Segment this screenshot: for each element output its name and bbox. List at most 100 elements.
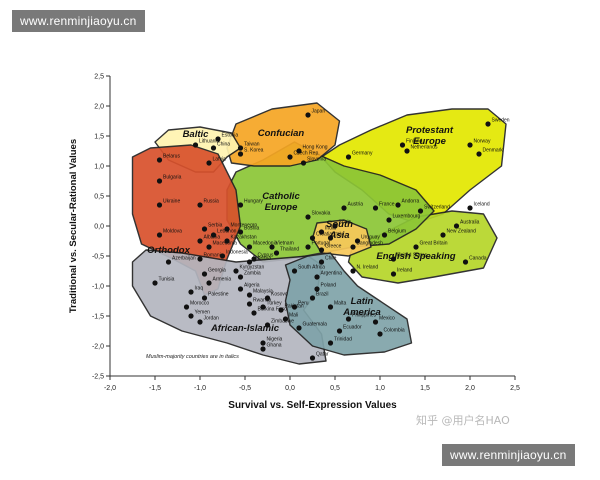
point-label: Georgia <box>208 268 226 274</box>
point-label: Macedonia <box>253 241 278 247</box>
y-tick-label: -0,5 <box>92 254 104 261</box>
point-bulgaria <box>156 178 163 184</box>
point-ireland <box>390 271 397 277</box>
point-croatia <box>309 235 316 241</box>
point-label: Montenegro <box>231 223 258 229</box>
point-brazil <box>309 295 316 301</box>
x-tick-label: 0,5 <box>330 385 340 392</box>
point-label: Poland <box>321 283 337 289</box>
point-bangladesh <box>350 244 356 250</box>
point-label: Rwanda <box>253 298 272 304</box>
point-label: Slovenia <box>307 157 326 163</box>
point-moldova <box>156 232 163 238</box>
point-qatar <box>309 355 316 361</box>
point-ghana <box>260 346 266 352</box>
point-label: New Zealand <box>447 229 477 235</box>
point-guatemala <box>296 325 302 331</box>
point-label: Finland <box>406 139 423 145</box>
point-label: Taiwan <box>244 142 260 148</box>
point-label: Palestine <box>208 292 229 298</box>
point-argentina <box>314 274 320 280</box>
point-label: Trinidad <box>334 337 352 343</box>
x-tick-label: 0,0 <box>285 385 295 392</box>
point-iraq <box>188 289 194 295</box>
region-label: English Speaking <box>376 251 455 262</box>
point-nigeria <box>260 340 266 346</box>
y-tick-label: 1,5 <box>94 134 104 141</box>
point-label: Denmark <box>483 148 504 154</box>
point-russia <box>197 202 203 208</box>
point-china <box>210 145 217 151</box>
region-label: Asia <box>328 230 349 241</box>
point-label: Austria <box>348 202 364 208</box>
x-tick-label: 2,5 <box>510 385 520 392</box>
point-label: Albania <box>204 235 221 241</box>
point-kyrgyzstan <box>233 268 239 274</box>
region-label: America <box>342 307 381 318</box>
point-label: France <box>379 202 395 208</box>
point-cyprus <box>251 256 257 262</box>
point-lebanon <box>210 232 217 238</box>
x-tick-label: 1,0 <box>375 385 385 392</box>
point-label: Serbia <box>208 223 223 229</box>
point-spain <box>332 223 338 229</box>
point-japan <box>305 112 311 118</box>
point-taiwan <box>237 145 244 151</box>
point-france <box>372 205 379 211</box>
point-label: Japan <box>312 109 326 115</box>
x-tick-label: 2,0 <box>465 385 475 392</box>
point-label: Switzerland <box>424 205 450 211</box>
point-slovakia <box>305 214 311 220</box>
point-macedonia <box>246 244 253 250</box>
x-tick-label: 1,5 <box>420 385 430 392</box>
points-layer: Japan Sweden Norway Denmark FinlandNetherlan… <box>152 109 510 361</box>
point-label: Vietnam <box>276 241 294 247</box>
point-label: Yemen <box>195 310 211 316</box>
point-label: Macedonia <box>213 241 238 247</box>
watermark-top: www.renminjiaoyu.cn <box>12 10 145 32</box>
point-n-ireland <box>350 268 356 274</box>
x-axis-title: Survival vs. Self-Expression Values <box>228 400 397 411</box>
point-philippines <box>345 316 352 322</box>
point-norway <box>467 142 473 148</box>
point-label: Jordan <box>204 316 220 322</box>
point-denmark <box>476 151 482 157</box>
point-label: Luxembourg <box>393 214 421 220</box>
point-label: Iceland <box>474 202 490 208</box>
point-label: Zimbabwe <box>271 319 294 325</box>
point-label: Belarus <box>163 154 180 160</box>
point-iceland <box>467 205 473 211</box>
point-label: Kosovo <box>271 292 288 298</box>
point-label: S. Korea <box>244 148 264 154</box>
point-label: Ukraine <box>163 199 180 205</box>
point-label: Brazil <box>316 292 329 298</box>
point-s-korea <box>237 151 244 157</box>
region-label: Catholic <box>262 191 300 202</box>
point-label: Norway <box>474 139 491 145</box>
point-label: South Africa <box>298 265 325 271</box>
point-label: Ghana <box>267 343 282 349</box>
region-south-asia <box>311 219 372 257</box>
region-label: South <box>326 219 353 230</box>
point-label: Great Britain <box>420 241 448 247</box>
point-label: Iraq <box>195 286 204 292</box>
point-label: Andorra <box>402 199 420 205</box>
point-label: Slovakia <box>312 211 331 217</box>
point-label: Bulgaria <box>163 175 182 181</box>
point-label: Greece <box>325 244 342 250</box>
point-chile <box>318 259 325 265</box>
point-label: Romania <box>204 253 224 259</box>
point-australia <box>453 223 460 229</box>
zhihu-watermark: 知乎 @用户名HAO <box>416 414 510 427</box>
point-label: Cyprus <box>258 253 274 259</box>
point-label: Peru <box>298 301 309 307</box>
y-tick-label: -1,0 <box>92 284 104 291</box>
y-tick-label: 2,0 <box>94 104 104 111</box>
point-thailand <box>273 250 280 256</box>
y-tick-label: 1,0 <box>94 164 104 171</box>
point-label: Hong Kong <box>303 145 328 151</box>
point-burkina-faso <box>251 310 257 316</box>
point-label: Ecuador <box>343 325 362 331</box>
x-tick-label: -0,5 <box>239 385 251 392</box>
